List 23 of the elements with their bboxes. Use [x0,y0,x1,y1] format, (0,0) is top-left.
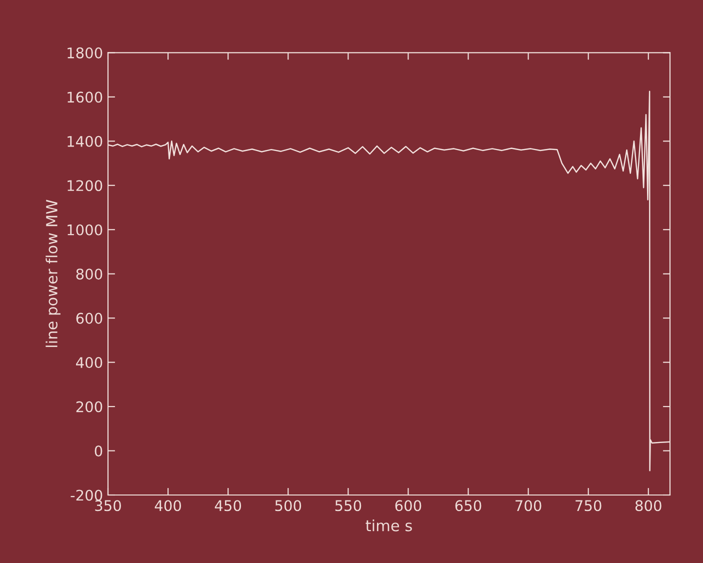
x-tick-label: 800 [635,500,662,512]
x-tick-label: 350 [95,500,121,512]
x-axis-title: time s [366,520,412,532]
y-tick-label: 400 [76,357,102,368]
y-tick-label: 1400 [68,136,102,147]
y-tick-label: 200 [76,401,102,412]
y-tick-label: 600 [76,312,102,324]
y-tick-label: 1200 [68,180,102,192]
x-tick-label: 400 [154,500,181,512]
y-tick-label: 1000 [68,224,102,236]
x-tick-label: 500 [275,500,302,512]
x-tick-label: 600 [395,500,422,512]
y-tick-label: 1800 [68,47,102,58]
x-tick-label: 450 [214,500,242,512]
x-tick-label: 650 [455,500,482,512]
y-tick-label: 800 [76,268,102,280]
y-tick-label: 0 [94,445,102,457]
y-axis-title: line power flow MW [46,200,60,347]
x-tick-label: 550 [335,500,362,512]
y-tick-label: 1600 [68,92,102,103]
y-tick-label: -200 [70,490,102,501]
x-tick-label: 700 [516,500,542,512]
x-tick-label: 750 [576,500,602,512]
